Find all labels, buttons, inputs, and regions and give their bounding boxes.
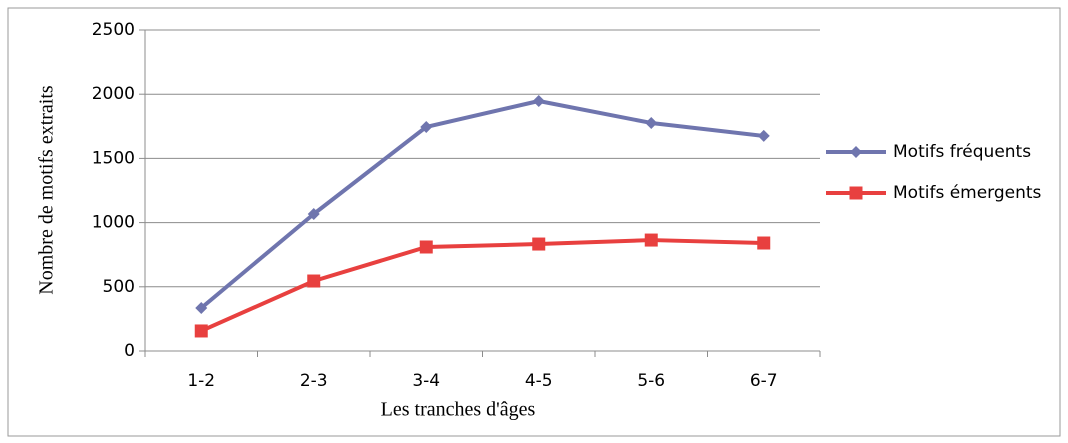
y-tick-label: 2000 (92, 84, 135, 104)
chart-frame (7, 7, 1061, 437)
data-point (307, 207, 320, 220)
y-tick-label: 0 (124, 341, 135, 361)
legend-swatch-marker (850, 146, 862, 158)
y-axis-label: Nombre de motifs extraits (36, 85, 58, 295)
legend-label: Motifs émergents (893, 183, 1042, 203)
data-point (195, 301, 208, 314)
data-point (419, 240, 433, 254)
data-point (307, 274, 321, 288)
data-point (645, 116, 658, 129)
series-line (199, 99, 764, 310)
x-tick-label: 6-7 (750, 371, 778, 391)
x-tick-label: 3-4 (412, 371, 440, 391)
y-tick-label: 500 (103, 277, 135, 297)
data-point (420, 120, 433, 133)
data-point (644, 233, 658, 247)
x-tick-label: 4-5 (525, 371, 553, 391)
series-line (200, 238, 764, 333)
y-tick-label: 1000 (92, 213, 135, 233)
y-tick-label: 2500 (92, 20, 135, 40)
x-tick-label: 2-3 (300, 371, 328, 391)
legend-swatch-marker (849, 186, 863, 200)
data-point (532, 95, 545, 108)
y-tick-label: 1500 (92, 148, 135, 168)
data-point (757, 236, 771, 250)
data-point (532, 237, 546, 251)
x-tick-label: 5-6 (637, 371, 665, 391)
x-axis-label: Les tranches d'âges (381, 399, 536, 421)
data-point (194, 324, 208, 338)
x-tick-label: 1-2 (187, 371, 215, 391)
data-point (757, 129, 770, 142)
legend-label: Motifs fréquents (893, 142, 1031, 162)
